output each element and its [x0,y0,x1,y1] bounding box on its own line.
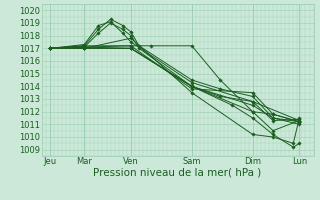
X-axis label: Pression niveau de la mer( hPa ): Pression niveau de la mer( hPa ) [93,168,262,178]
